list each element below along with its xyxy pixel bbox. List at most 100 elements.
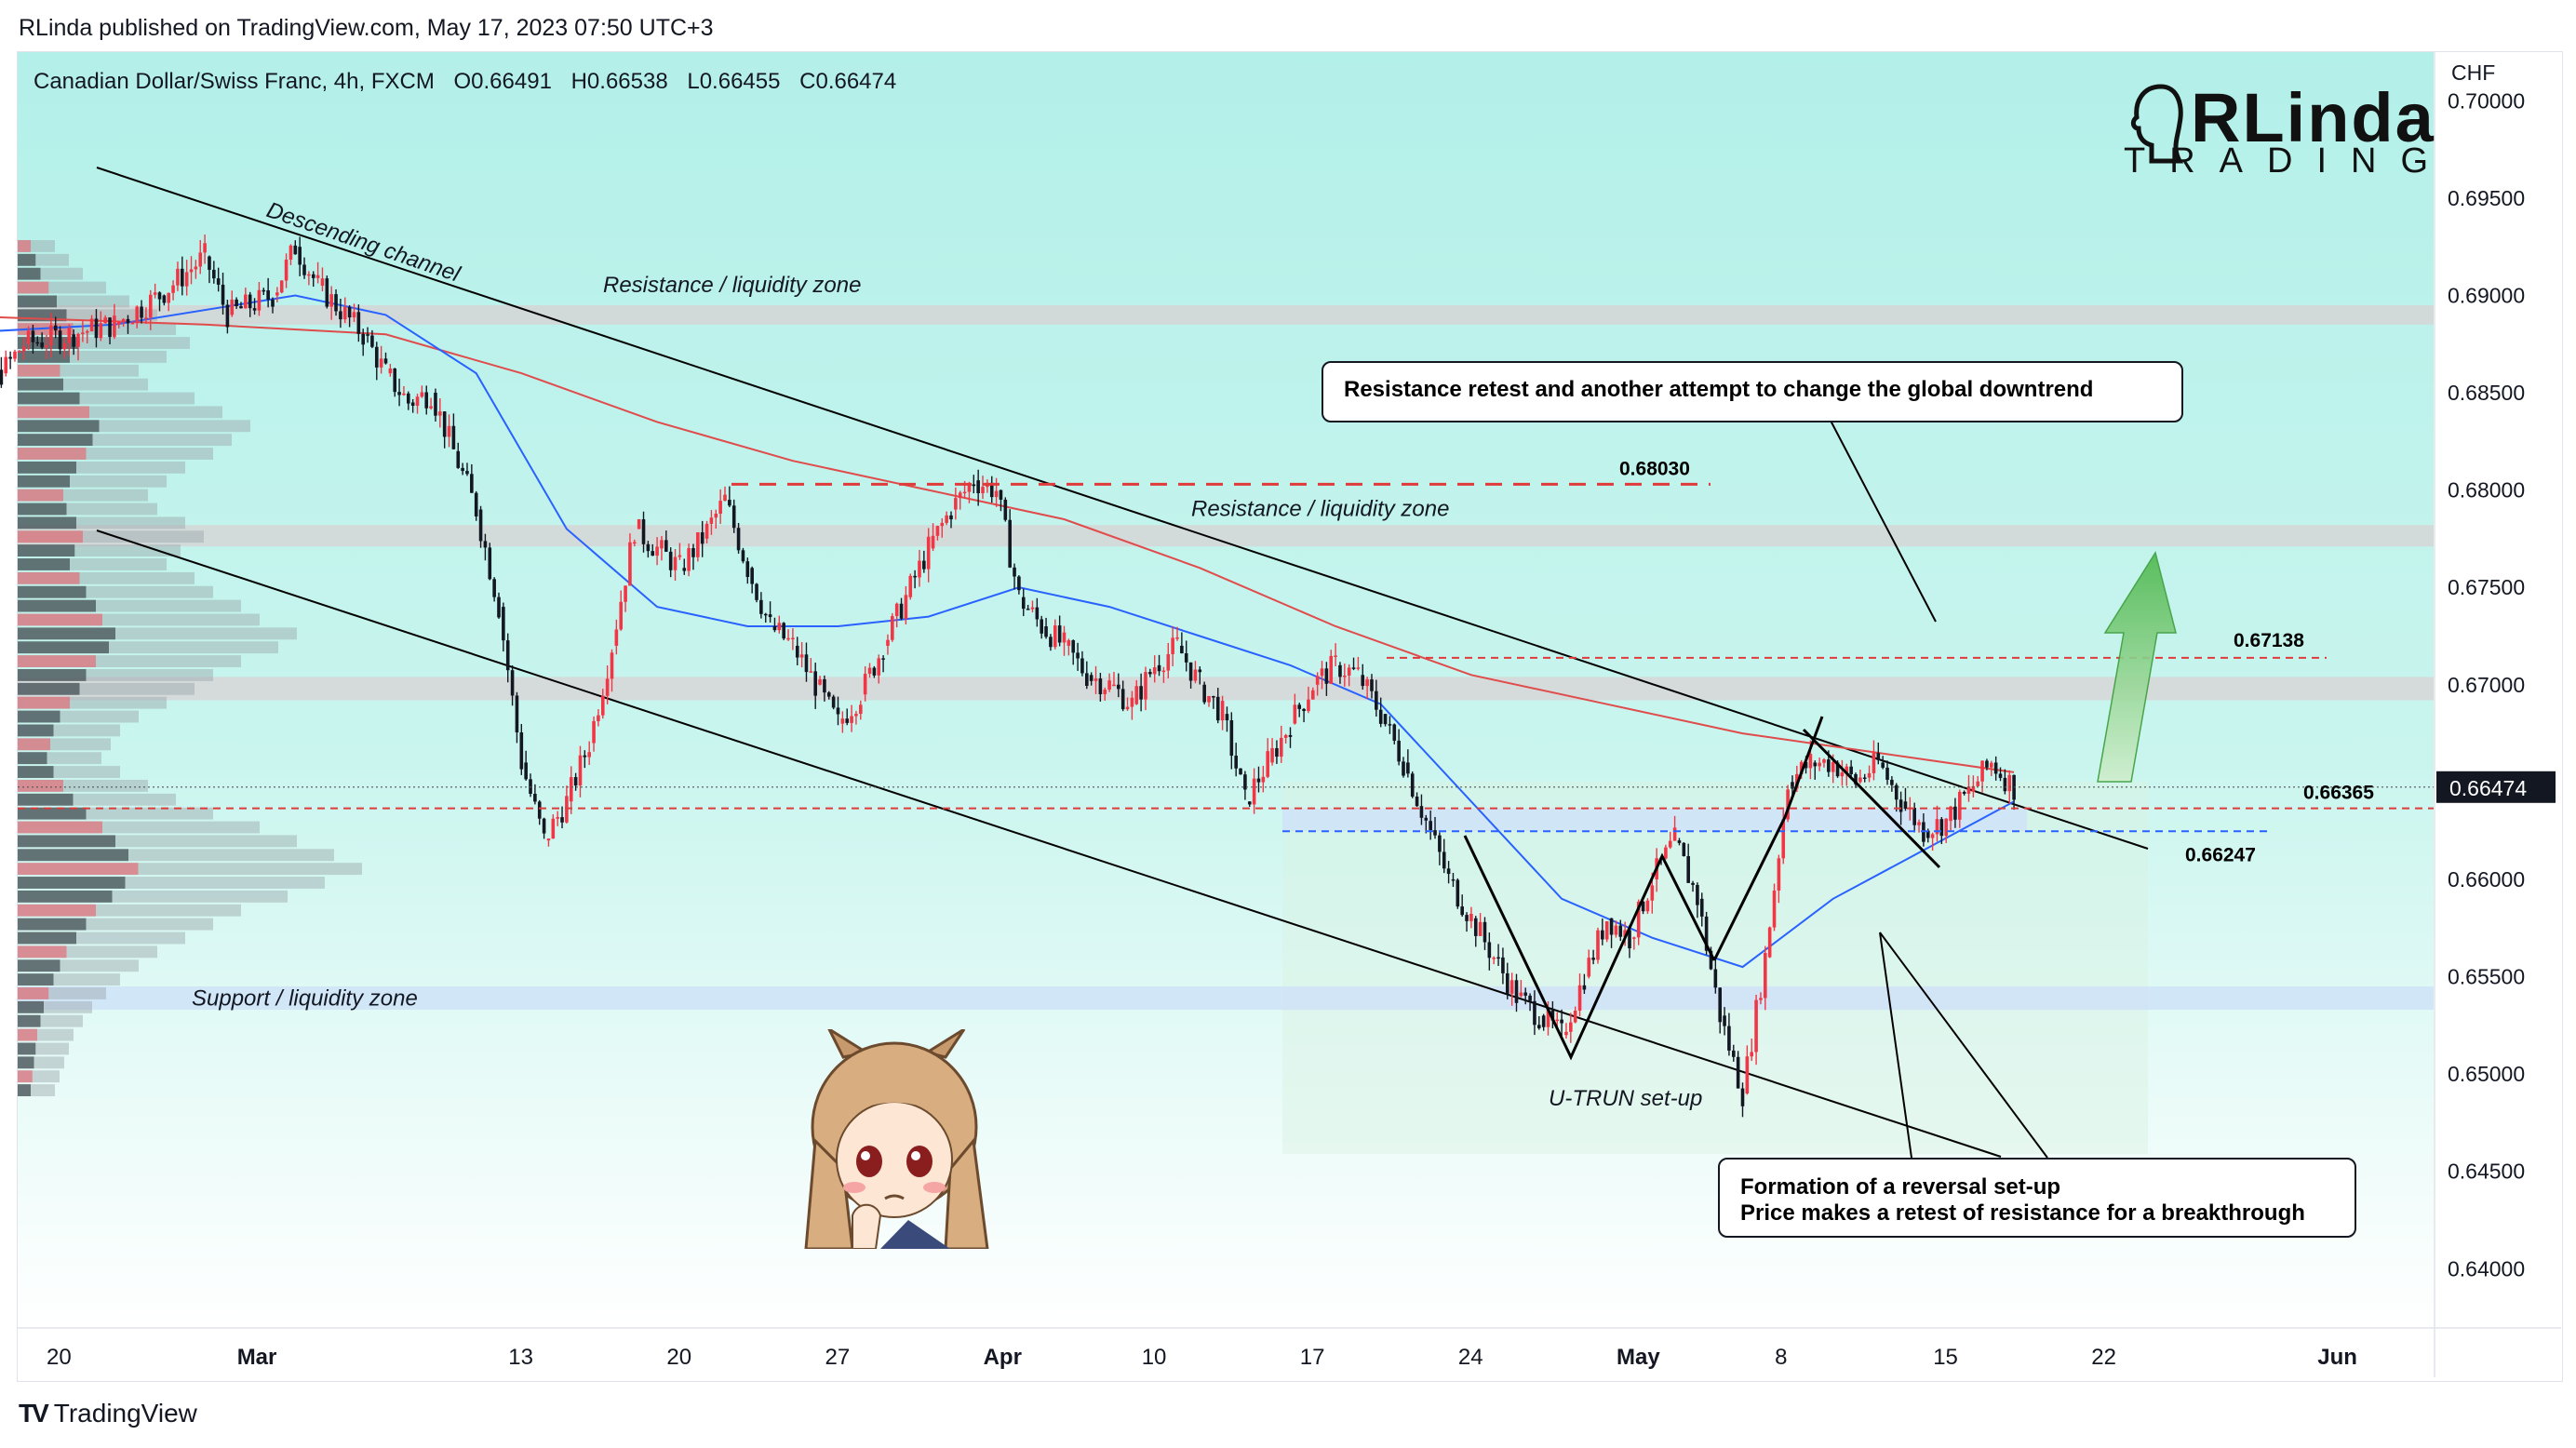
volume-profile-bar-core: [18, 821, 102, 834]
candle-body: [1406, 762, 1410, 774]
price-axis-label: 0.64000: [2448, 1256, 2525, 1280]
candle-body: [130, 322, 135, 325]
volume-profile-bar-core: [18, 682, 80, 695]
candle-body: [1446, 868, 1451, 875]
candle-body: [13, 351, 17, 359]
candle-body: [1229, 720, 1234, 757]
volume-profile-bar-core: [18, 364, 60, 377]
candle-body: [578, 755, 583, 786]
price-axis-label: 0.68000: [2448, 478, 2525, 503]
chart-pane[interactable]: [17, 51, 2563, 1382]
candle-body: [1727, 1026, 1731, 1051]
candle-body: [1881, 762, 1885, 768]
candle-body: [1691, 882, 1695, 885]
candle-body: [1351, 667, 1356, 669]
candle-body: [342, 306, 347, 320]
candle-body: [641, 519, 646, 544]
candle-body: [1329, 655, 1334, 684]
candle-body: [465, 471, 469, 475]
candle-body: [1220, 701, 1225, 721]
price-axis-label: 0.70000: [2448, 88, 2525, 113]
candle-body: [2007, 774, 2012, 792]
volume-profile-bar-core: [18, 406, 89, 419]
channel-upper-line: [96, 167, 2149, 850]
candle-body: [1451, 878, 1456, 881]
volume-profile-bar-core: [18, 863, 139, 876]
candle-body: [1541, 1015, 1546, 1027]
time-axis-label: 24: [1458, 1345, 1483, 1370]
volume-profile-bar-core: [18, 655, 96, 667]
candle-body: [1266, 751, 1269, 777]
candle-body: [1569, 1022, 1573, 1032]
candle-body: [347, 306, 352, 318]
time-axis-label: 15: [1933, 1345, 1958, 1370]
volume-profile-bar-core: [18, 877, 126, 889]
candle-body: [569, 777, 573, 802]
candle-body: [1614, 925, 1618, 935]
candle-body: [1026, 609, 1030, 610]
candle-body: [1021, 597, 1026, 610]
candle-body: [1628, 930, 1631, 949]
candle-body: [502, 607, 505, 641]
rlinda-logo: RLinda TRADING: [2124, 74, 2434, 186]
candle-body: [1252, 778, 1256, 805]
candle-body: [108, 317, 112, 338]
candle-body: [1903, 801, 1908, 810]
candle-body: [723, 494, 727, 502]
candle-body: [1184, 653, 1188, 663]
candle-body: [646, 543, 651, 552]
candle-body: [379, 358, 383, 368]
candle-body: [1564, 1031, 1568, 1036]
candle-body: [1460, 906, 1464, 916]
candle-body: [1315, 676, 1320, 685]
candle-body: [831, 696, 836, 708]
candle-body: [610, 652, 614, 679]
candle-body: [994, 490, 999, 498]
candles: [0, 234, 2016, 1118]
candle-body: [918, 560, 921, 578]
candle-body: [510, 670, 515, 696]
resistance-zone-label-2: Resistance / liquidity zone: [1191, 496, 1449, 521]
candle-body: [1650, 885, 1655, 901]
candle-body: [940, 522, 945, 527]
candle-body: [1813, 762, 1818, 767]
candle-body: [478, 509, 483, 542]
candle-body: [1704, 916, 1709, 951]
candle-body: [181, 268, 184, 287]
candle-body: [709, 517, 714, 524]
candle-body: [1939, 819, 1944, 837]
candle-body: [881, 658, 885, 660]
candle-body: [529, 779, 532, 795]
brand-name: RLinda: [2191, 79, 2435, 156]
tradingview-logo[interactable]: TV TradingView: [19, 1399, 197, 1428]
candle-body: [854, 714, 858, 717]
candle-body: [402, 393, 406, 396]
price-level-label: 0.68030: [1619, 458, 1690, 479]
candle-body: [1076, 652, 1080, 659]
currency-label: CHF: [2451, 60, 2495, 85]
candle-body: [85, 331, 89, 333]
candle-body: [614, 629, 619, 646]
candle-body: [791, 637, 795, 639]
up-arrow-icon: [2097, 551, 2177, 783]
candle-body: [148, 294, 153, 318]
candle-body: [782, 623, 785, 639]
candle-body: [1736, 1056, 1740, 1089]
candle-body: [1361, 675, 1365, 687]
candle-body: [651, 551, 655, 556]
candle-body: [1297, 704, 1302, 709]
candle-body: [4, 356, 8, 374]
volume-profile-bar-core: [18, 904, 96, 917]
candle-body: [826, 692, 831, 697]
candle-body: [1872, 753, 1876, 773]
candle-body: [415, 396, 420, 406]
candle-body: [718, 501, 722, 515]
volume-profile-bar-core: [18, 240, 31, 252]
candle-body: [45, 345, 48, 348]
candle-body: [1188, 662, 1193, 681]
candle-body: [1985, 760, 1989, 768]
candle-body: [804, 654, 809, 673]
candle-body: [1302, 708, 1306, 712]
candle-body: [302, 264, 306, 275]
